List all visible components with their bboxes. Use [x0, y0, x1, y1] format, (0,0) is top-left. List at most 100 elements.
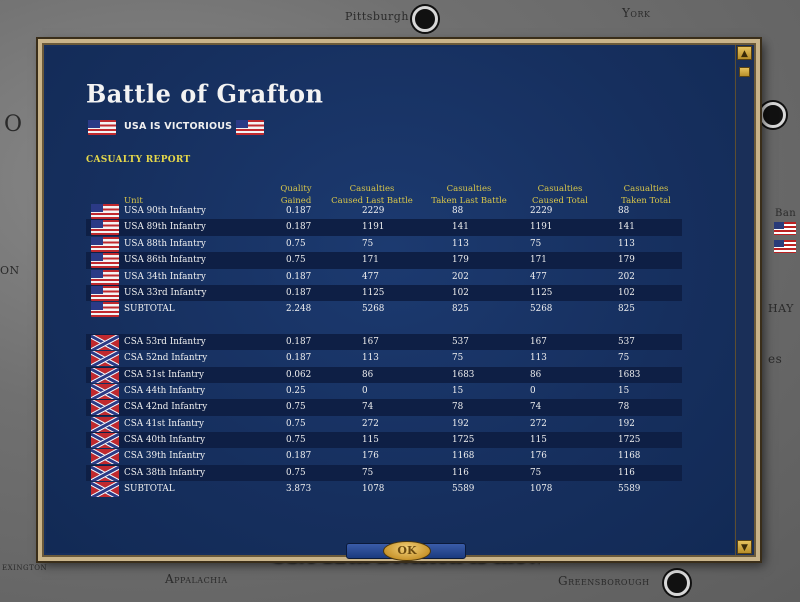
- vertical-scrollbar[interactable]: ▲ ▼: [735, 45, 754, 555]
- table-cell: 537: [618, 336, 635, 347]
- unit-name: CSA 52nd Infantry: [124, 353, 208, 364]
- map-label-es: es: [768, 352, 783, 366]
- scroll-up-arrow-icon[interactable]: ▲: [737, 46, 752, 60]
- ok-button[interactable]: OK: [383, 541, 431, 561]
- table-cell: 0.187: [286, 287, 312, 298]
- table-cell: 5268: [362, 304, 385, 315]
- csa-flag-icon: [91, 367, 119, 383]
- table-cell: 102: [618, 287, 635, 298]
- table-cell: 15: [452, 385, 464, 396]
- scroll-thumb[interactable]: [739, 67, 750, 77]
- table-cell: 1078: [530, 484, 553, 495]
- column-header-caused-last: Casualties Caused Last Battle: [331, 184, 413, 206]
- table-cell: 75: [452, 353, 464, 364]
- csa-flag-icon: [91, 465, 119, 481]
- csa-flag-icon: [91, 433, 119, 449]
- scroll-down-arrow-icon[interactable]: ▼: [737, 540, 752, 554]
- table-row: CSA 39th Infantry 0.187 176 1168 176 1168: [86, 448, 682, 465]
- table-cell: 0.75: [286, 238, 306, 249]
- table-cell: 86: [530, 369, 542, 380]
- table-cell: 0: [362, 385, 368, 396]
- table-cell: 74: [362, 402, 374, 413]
- table-cell: 113: [452, 238, 469, 249]
- section-gap: [86, 318, 682, 334]
- table-cell: 141: [452, 222, 469, 233]
- table-cell: 2.248: [286, 304, 312, 315]
- table-cell: 179: [452, 255, 469, 266]
- table-cell: 1125: [362, 287, 385, 298]
- table-cell: 1191: [530, 222, 553, 233]
- table-row: CSA 51st Infantry 0.062 86 1683 86 1683: [86, 366, 682, 383]
- csa-flag-icon: [91, 416, 119, 432]
- table-cell: 192: [452, 418, 469, 429]
- map-label-ban: Ban: [775, 208, 797, 219]
- unit-name: USA 90th Infantry: [124, 206, 206, 216]
- casualty-table: USA 90th Infantry 0.187 2229 88 2229 88 USA 89…: [86, 203, 682, 498]
- column-header-caused-total: Casualties Caused Total: [532, 184, 588, 206]
- table-cell: 825: [618, 304, 635, 315]
- table-row: USA 90th Infantry 0.187 2229 88 2229 88: [86, 203, 682, 219]
- column-header-quality-gained: Quality Gained: [280, 184, 312, 206]
- unit-name: CSA 44th Infantry: [124, 385, 206, 396]
- table-cell: 86: [362, 369, 374, 380]
- table-cell: 167: [362, 336, 379, 347]
- subtotal-row: SUBTOTAL 2.248 5268 825 5268 825: [86, 301, 682, 318]
- table-cell: 1168: [618, 451, 641, 462]
- usa-flag-icon: [91, 253, 119, 269]
- table-cell: 1683: [452, 369, 475, 380]
- table-row: USA 89th Infantry 0.187 1191 141 1191 141: [86, 219, 682, 236]
- table-cell: 202: [452, 271, 469, 282]
- table-cell: 272: [530, 418, 547, 429]
- usa-unit-flag-icon[interactable]: [774, 240, 796, 253]
- table-cell: 0.187: [286, 222, 312, 233]
- unit-name: CSA 42nd Infantry: [124, 402, 208, 413]
- town-icon[interactable]: [412, 6, 438, 32]
- csa-flag-icon: [91, 482, 119, 498]
- usa-flag-icon: [91, 204, 119, 219]
- column-header-taken-total: Casualties Taken Total: [621, 184, 671, 206]
- unit-name: CSA 39th Infantry: [124, 451, 206, 462]
- table-cell: 88: [618, 206, 630, 216]
- map-label-appalachia: Appalachia: [165, 572, 228, 586]
- table-cell: 179: [618, 255, 635, 266]
- unit-name: USA 89th Infantry: [124, 222, 206, 233]
- map-label-o: O: [4, 112, 23, 137]
- town-icon[interactable]: [760, 102, 786, 128]
- town-icon[interactable]: [664, 570, 690, 596]
- unit-name: USA 33rd Infantry: [124, 287, 207, 298]
- table-cell: 75: [618, 353, 630, 364]
- table-row: CSA 53rd Infantry 0.187 167 537 167 537: [86, 333, 682, 351]
- table-row: USA 34th Infantry 0.187 477 202 477 202: [86, 269, 682, 285]
- table-cell: 0: [530, 385, 536, 396]
- usa-unit-flag-icon[interactable]: [774, 222, 796, 235]
- table-cell: 5589: [452, 484, 475, 495]
- unit-name: SUBTOTAL: [124, 484, 175, 495]
- table-cell: 0.187: [286, 336, 312, 347]
- usa-flag-icon: [236, 120, 264, 135]
- usa-flag-icon: [91, 269, 119, 285]
- table-cell: 0.25: [286, 385, 306, 396]
- table-cell: 0.75: [286, 418, 306, 429]
- unit-name: CSA 41st Infantry: [124, 418, 204, 429]
- table-cell: 113: [362, 353, 379, 364]
- unit-name: CSA 53rd Infantry: [124, 336, 206, 347]
- table-cell: 102: [452, 287, 469, 298]
- map-label-on: ON: [0, 264, 20, 277]
- table-cell: 15: [618, 385, 630, 396]
- map-label-york: York: [622, 6, 651, 20]
- column-header-taken-last: Casualties Taken Last Battle: [431, 184, 507, 206]
- table-row: CSA 44th Infantry 0.25 0 15 0 15: [86, 383, 682, 399]
- table-cell: 0.187: [286, 271, 312, 282]
- table-cell: 0.187: [286, 206, 312, 216]
- table-cell: 171: [362, 255, 379, 266]
- subtotal-row: SUBTOTAL 3.873 1078 5589 1078 5589: [86, 481, 682, 498]
- usa-flag-icon: [91, 285, 119, 301]
- table-cell: 74: [530, 402, 542, 413]
- unit-name: CSA 51st Infantry: [124, 369, 204, 380]
- table-cell: 2229: [362, 206, 385, 216]
- table-cell: 0.187: [286, 451, 312, 462]
- table-cell: 1683: [618, 369, 641, 380]
- table-cell: 0.75: [286, 255, 306, 266]
- table-cell: 78: [452, 402, 464, 413]
- table-cell: 272: [362, 418, 379, 429]
